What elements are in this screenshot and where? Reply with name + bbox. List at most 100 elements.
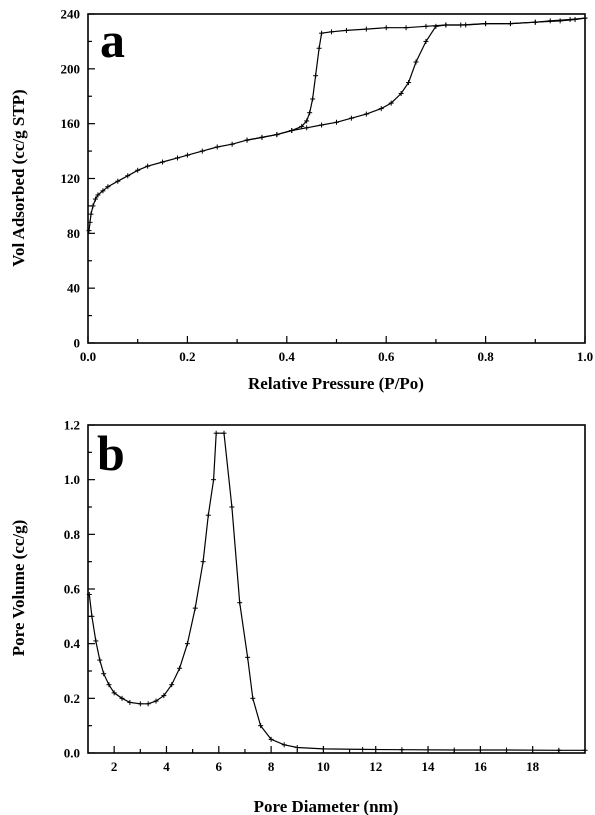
panel-a-data-point bbox=[378, 106, 384, 112]
panel-a-data-point bbox=[343, 27, 349, 33]
panel-a-y-axis-label: Vol Adsorbed (cc/g STP) bbox=[9, 89, 28, 266]
panel-a-data-point bbox=[363, 26, 369, 32]
panel-b-data-point bbox=[177, 665, 183, 671]
panel-a-letter: a bbox=[100, 12, 125, 68]
panel-a-data-point bbox=[547, 18, 553, 24]
panel-b-data-point bbox=[97, 657, 103, 663]
panel-a-data-point bbox=[125, 173, 131, 179]
panel-b-data-point bbox=[211, 477, 217, 483]
panel-a-data-point bbox=[214, 144, 220, 150]
panel-b-data-point bbox=[200, 559, 206, 565]
panel-a-data-point bbox=[398, 91, 404, 97]
panel-b-data-point bbox=[229, 504, 235, 510]
panel-a-x-tick-label: 1.0 bbox=[577, 349, 593, 364]
panel-b-x-tick-label: 8 bbox=[268, 759, 275, 774]
panel-a-x-axis-label: Relative Pressure (P/Po) bbox=[248, 374, 424, 393]
panel-b-data-point bbox=[281, 742, 287, 748]
panel-b-x-tick-label: 16 bbox=[474, 759, 488, 774]
panel-b-x-tick-label: 12 bbox=[369, 759, 382, 774]
panel-a-data-point bbox=[304, 125, 310, 131]
panel-a-data-point bbox=[87, 219, 93, 225]
panel-b-data-point bbox=[119, 695, 125, 701]
panel-a-data-point bbox=[319, 30, 325, 36]
panel-b-data-point bbox=[137, 701, 143, 707]
panel-a-data-point bbox=[95, 192, 101, 198]
panel-a-series-2-line bbox=[246, 17, 586, 141]
panel-b-y-tick-label: 0.0 bbox=[64, 746, 80, 761]
panel-a-data-point bbox=[567, 16, 573, 22]
panel-a-data-point bbox=[348, 115, 354, 121]
panel-a-data-point bbox=[403, 25, 409, 31]
panel-b-y-tick-label: 0.8 bbox=[64, 527, 81, 542]
panel-a-data-point bbox=[92, 196, 98, 202]
panel-b-data-point bbox=[127, 699, 133, 705]
panel-b-data-point bbox=[213, 430, 219, 436]
panel-b-data-point bbox=[504, 747, 510, 753]
panel-a-data-point bbox=[229, 141, 235, 147]
panel-a-data-point bbox=[363, 111, 369, 117]
panel-a-data-point bbox=[458, 22, 464, 28]
panel-b-data-point bbox=[294, 745, 300, 751]
panel-b-y-tick-label: 1.0 bbox=[64, 472, 80, 487]
panel-a-data-point bbox=[319, 122, 325, 128]
panel-b-data-point bbox=[237, 600, 243, 606]
panel-b-data-point bbox=[399, 747, 405, 753]
panel-a-data-point bbox=[244, 137, 250, 143]
panel-a-data-point bbox=[388, 100, 394, 106]
panel-b-data-point bbox=[205, 512, 211, 518]
panel-a-data-point bbox=[423, 23, 429, 29]
panel-b-x-axis-label: Pore Diameter (nm) bbox=[254, 797, 399, 815]
panel-b-data-point bbox=[145, 701, 151, 707]
panel-a-data-point bbox=[115, 178, 121, 184]
panel-a-data-point bbox=[259, 134, 265, 140]
panel-b-x-tick-label: 2 bbox=[111, 759, 118, 774]
panel-a-data-point bbox=[100, 188, 106, 194]
panel-b-data-point bbox=[161, 693, 167, 699]
panel-b-data-point bbox=[268, 736, 274, 742]
panel-a-data-point bbox=[406, 80, 412, 86]
panel-a-x-tick-label: 0.0 bbox=[80, 349, 96, 364]
panel-b-data-point bbox=[582, 747, 588, 753]
panel-a-data-point bbox=[329, 29, 335, 35]
panel-b-x-tick-label: 18 bbox=[526, 759, 540, 774]
panel-a-data-point bbox=[413, 59, 419, 65]
panel-b-y-tick-label: 0.6 bbox=[64, 582, 81, 597]
panel-a-data-point bbox=[105, 184, 111, 190]
panel-a-x-tick-label: 0.2 bbox=[179, 349, 195, 364]
panel-a-x-tick-label: 0.6 bbox=[378, 349, 395, 364]
panel-a-data-point bbox=[316, 45, 322, 51]
panel-b-data-point bbox=[111, 690, 117, 696]
panel-b: 2 4 6 8 10 12 14 16 18 0.0 0.2 0.4 0.6 0.8 1.0 1.2 b Pore… bbox=[9, 418, 588, 815]
panel-b-data-point bbox=[86, 591, 92, 597]
panel-b-data-point bbox=[192, 605, 198, 611]
panel-a-data-point bbox=[582, 15, 588, 21]
panel-b-x-tick-label: 14 bbox=[422, 759, 436, 774]
panel-b-data-point bbox=[250, 695, 256, 701]
panel-a-y-tick-label: 120 bbox=[61, 171, 81, 186]
panel-b-letter: b bbox=[97, 425, 125, 481]
panel-a-y-tick-label: 200 bbox=[61, 61, 81, 76]
panel-b-y-tick-label: 1.2 bbox=[64, 418, 80, 433]
panel-b-plot-frame bbox=[87, 424, 586, 754]
panel-a-data-point bbox=[383, 25, 389, 31]
panel-b-data-point bbox=[451, 747, 457, 753]
panel-b-data-point bbox=[153, 698, 159, 704]
panel-a-data-point bbox=[313, 73, 319, 79]
panel-a-x-tick-label: 0.8 bbox=[477, 349, 494, 364]
panel-b-data-point bbox=[93, 638, 99, 644]
panel-a-y-tick-label: 240 bbox=[61, 7, 81, 22]
panel-a-data-point bbox=[90, 203, 96, 209]
panel-a-data-point bbox=[199, 148, 205, 154]
panel-a-data-point bbox=[299, 123, 305, 129]
panel-a: 0.0 0.2 0.4 0.6 0.8 1.0 0 40 80 120 160 200 240 a Rela… bbox=[9, 7, 593, 394]
panel-a-data-point bbox=[174, 155, 180, 161]
panel-a-data-point bbox=[184, 152, 190, 158]
panel-b-data-point bbox=[169, 682, 175, 688]
panel-a-y-tick-label: 80 bbox=[67, 226, 80, 241]
panel-b-x-tick-label: 4 bbox=[163, 759, 170, 774]
panel-b-data-point bbox=[221, 430, 227, 436]
panel-a-plot-frame bbox=[87, 13, 586, 344]
panel-b-y-tick-label: 0.2 bbox=[64, 691, 80, 706]
panel-a-data-point bbox=[88, 211, 94, 217]
